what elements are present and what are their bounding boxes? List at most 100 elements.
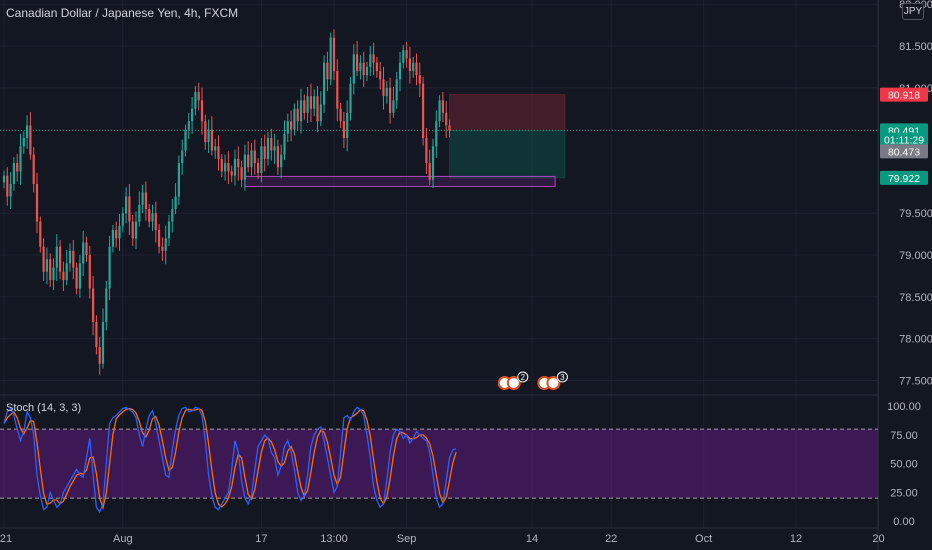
- candle-body: [118, 225, 121, 239]
- time-tick-label: 20: [872, 533, 884, 545]
- candle-body: [286, 121, 289, 134]
- candle-body: [158, 229, 161, 247]
- candle-body: [181, 150, 184, 164]
- candle-body: [349, 83, 352, 113]
- candle-body: [78, 263, 81, 289]
- candle-body: [428, 163, 431, 180]
- stoch-tick-label: 100.00: [887, 401, 921, 413]
- event-icon: [546, 376, 561, 390]
- candle-body: [191, 108, 194, 122]
- candlestick-series: [2, 29, 451, 375]
- candle-body: [398, 62, 402, 80]
- candle-body: [187, 121, 190, 130]
- candle-body: [316, 96, 319, 122]
- candle-body: [42, 246, 45, 272]
- candle-body: [389, 87, 392, 113]
- stochastic-panel: [0, 406, 878, 514]
- target-zone-upper: [449, 94, 566, 131]
- event-count: 3: [560, 373, 565, 382]
- candle-body: [375, 62, 378, 72]
- candle-body: [98, 347, 101, 364]
- event-count: 2: [521, 373, 526, 382]
- candle-body: [329, 37, 332, 80]
- time-tick-label: 17: [255, 533, 267, 545]
- price-tick-label: 81.500: [899, 41, 932, 53]
- price-badge: [880, 170, 928, 185]
- candle-body: [293, 108, 296, 130]
- candle-body: [220, 158, 223, 172]
- candle-body: [224, 163, 227, 172]
- price-badge: [880, 87, 928, 102]
- candle-body: [111, 229, 114, 247]
- candle-body: [233, 158, 237, 176]
- currency-badge[interactable]: JPY: [902, 3, 924, 20]
- candle-body: [184, 129, 187, 151]
- candle-body: [260, 146, 263, 174]
- candle-body: [326, 62, 329, 80]
- stoch-tick-label: 75.00: [890, 430, 918, 442]
- time-tick-label: 22: [605, 533, 617, 545]
- candle-body: [356, 54, 359, 72]
- candle-body: [9, 183, 12, 197]
- candle-body: [128, 196, 131, 222]
- candle-body: [16, 163, 19, 172]
- candle-body: [115, 229, 118, 239]
- candle-body: [263, 146, 266, 159]
- indicator-label[interactable]: Stoch (14, 3, 3): [6, 402, 82, 414]
- candle-body: [372, 54, 375, 63]
- support-zone: [244, 175, 556, 187]
- candle-body: [266, 137, 270, 159]
- candle-body: [121, 213, 124, 226]
- candle-body: [405, 50, 408, 59]
- candle-body: [309, 96, 312, 109]
- candle-body: [174, 196, 177, 210]
- candle-body: [243, 154, 246, 180]
- candle-body: [332, 37, 336, 72]
- candle-body: [395, 79, 398, 101]
- candle-body: [197, 91, 200, 101]
- candle-body: [62, 271, 65, 281]
- candle-body: [422, 83, 425, 138]
- candle-body: [105, 288, 108, 322]
- stoch-tick-label: 50.00: [890, 459, 918, 471]
- price-badge: [880, 132, 928, 147]
- candle-body: [108, 246, 111, 289]
- candle-body: [412, 62, 415, 72]
- candle-body: [217, 146, 220, 159]
- candle-body: [441, 100, 444, 113]
- candle-body: [29, 125, 32, 155]
- candle-body: [385, 87, 388, 97]
- stoch-k-line: [3, 406, 457, 514]
- candle-body: [12, 163, 15, 184]
- candle-body: [230, 171, 233, 176]
- price-badge: [880, 144, 928, 159]
- candle-body: [161, 246, 164, 251]
- candle-body: [362, 62, 365, 76]
- candle-body: [35, 183, 39, 222]
- candle-body: [134, 221, 138, 239]
- candle-body: [250, 150, 253, 168]
- time-tick-label: 12: [790, 533, 802, 545]
- time-tick-label: 14: [526, 533, 538, 545]
- candle-body: [240, 167, 243, 180]
- candle-body: [296, 108, 299, 122]
- target-zone-lower: [449, 130, 566, 179]
- candle-body: [55, 246, 58, 268]
- stoch-tick-label: 0.00: [893, 516, 914, 528]
- candle-body: [438, 100, 441, 122]
- candle-body: [75, 267, 78, 289]
- candle-body: [306, 96, 309, 113]
- price-tick-label: 78.000: [899, 334, 932, 346]
- candle-body: [95, 321, 98, 348]
- candle-body: [253, 150, 256, 164]
- candle-body: [171, 209, 174, 222]
- time-tick-label: Oct: [695, 533, 712, 545]
- candle-body: [276, 146, 279, 168]
- candle-body: [418, 75, 421, 84]
- candle-body: [19, 146, 22, 172]
- event-count-circle: [517, 371, 529, 383]
- candle-body: [415, 62, 418, 76]
